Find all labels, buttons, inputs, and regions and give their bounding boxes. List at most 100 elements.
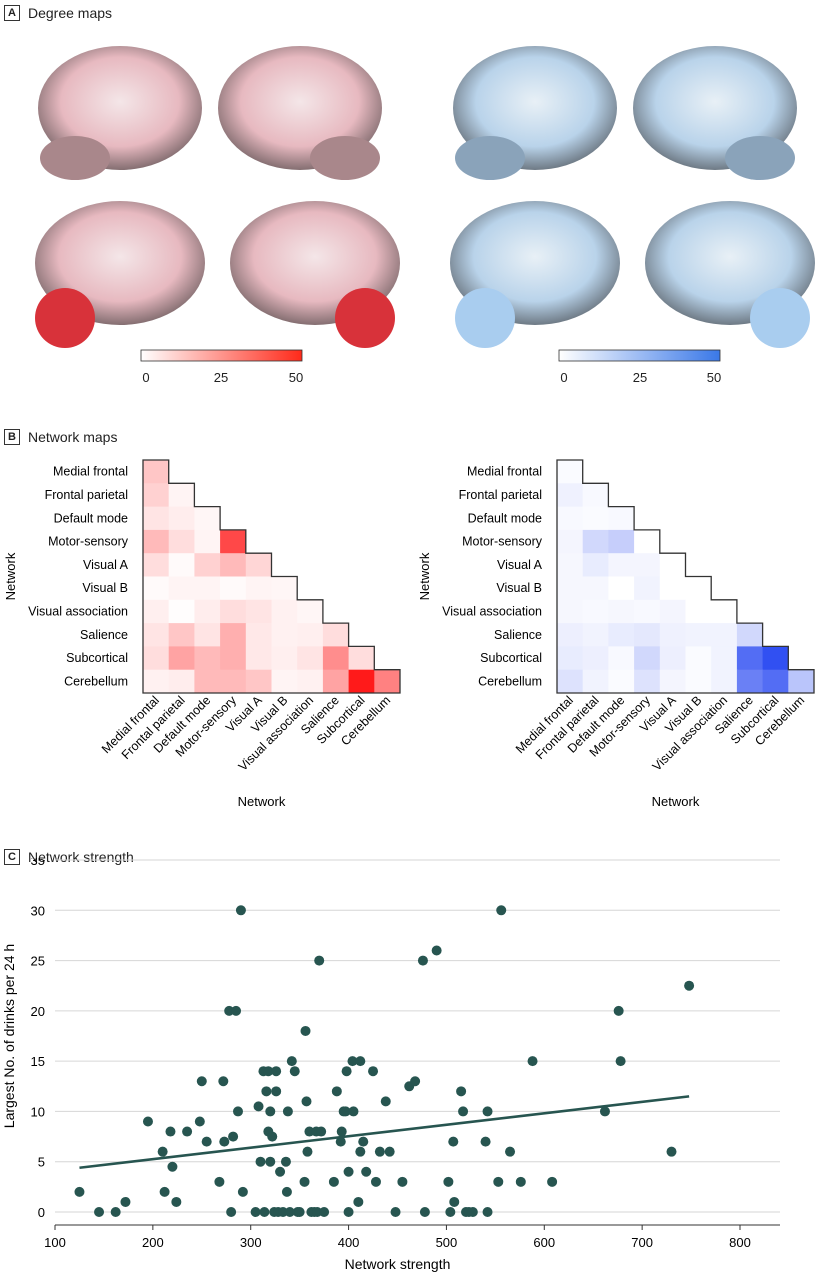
data-point xyxy=(431,945,442,956)
heatmap-outline xyxy=(556,459,815,694)
heatmap-cell xyxy=(245,623,272,647)
heatmap-cell xyxy=(582,506,609,531)
panel-a-label: A Degree maps xyxy=(4,5,112,21)
heatmap-cell xyxy=(143,669,170,694)
data-point xyxy=(336,1126,347,1137)
data-point xyxy=(300,1025,311,1036)
heatmap-cell xyxy=(168,553,195,577)
heatmap-cell xyxy=(685,646,712,671)
y-tick-label: 5 xyxy=(38,1155,45,1170)
data-point xyxy=(613,1005,624,1016)
data-point xyxy=(263,1066,274,1077)
brain-blue-medial-right xyxy=(645,201,815,348)
data-point xyxy=(275,1166,286,1177)
data-point xyxy=(74,1186,85,1197)
data-point xyxy=(267,1131,278,1142)
data-point xyxy=(231,1005,242,1016)
heatmap-cell xyxy=(245,669,272,694)
data-point xyxy=(302,1146,313,1157)
data-point xyxy=(120,1196,131,1207)
x-axis-label: Network xyxy=(652,794,700,809)
heatmap-outline xyxy=(142,459,401,694)
brain-blue-lateral-right xyxy=(633,46,797,180)
row-label: Subcortical xyxy=(480,651,542,665)
row-label: Medial frontal xyxy=(467,465,542,479)
heatmap-cell xyxy=(659,646,686,671)
data-point xyxy=(281,1186,292,1197)
heatmap-cell xyxy=(634,669,661,694)
data-point xyxy=(458,1106,469,1117)
data-point xyxy=(159,1186,170,1197)
x-tick-label: 800 xyxy=(729,1235,751,1250)
heatmap-cell xyxy=(582,599,609,624)
data-point xyxy=(615,1056,626,1067)
data-point xyxy=(294,1207,305,1217)
heatmap-cell xyxy=(194,529,221,554)
heatmap-cell xyxy=(220,529,247,554)
data-point xyxy=(355,1146,366,1157)
row-label: Frontal parietal xyxy=(459,488,542,502)
heatmap-cell xyxy=(220,669,247,694)
heatmap-cell xyxy=(557,599,584,624)
heatmap-cell xyxy=(271,623,298,647)
heatmap-cell xyxy=(271,599,298,624)
colorbar-tick: 50 xyxy=(707,370,721,385)
y-tick-label: 0 xyxy=(38,1205,45,1220)
data-point xyxy=(368,1066,379,1077)
heatmap-cell xyxy=(271,669,298,694)
data-point xyxy=(448,1136,459,1147)
data-point xyxy=(165,1126,176,1137)
heatmap-cell xyxy=(659,599,686,624)
data-point xyxy=(196,1076,207,1087)
heatmap-cell xyxy=(711,646,738,671)
heatmap-cell xyxy=(220,576,247,601)
heatmap-cell xyxy=(685,623,712,647)
heatmap-cell xyxy=(557,623,584,647)
row-label: Visual B xyxy=(82,581,128,595)
heatmap-cell xyxy=(608,553,635,577)
data-point xyxy=(271,1066,282,1077)
heatmap-cell xyxy=(634,576,661,601)
data-point xyxy=(235,905,246,916)
data-point xyxy=(374,1146,385,1157)
data-point xyxy=(255,1156,266,1167)
heatmap-cell xyxy=(143,623,170,647)
heatmap-cell xyxy=(297,669,324,694)
data-point xyxy=(182,1126,193,1137)
heatmap-cell xyxy=(168,646,195,671)
row-label: Cerebellum xyxy=(64,674,128,688)
trend-line xyxy=(79,1095,690,1169)
heatmap-cell xyxy=(582,669,609,694)
heatmap-cell xyxy=(168,529,195,554)
heatmap-cell xyxy=(143,460,170,484)
heatmap-cell xyxy=(194,623,221,647)
data-point xyxy=(666,1146,677,1157)
heatmap-cell xyxy=(194,646,221,671)
row-label: Visual association xyxy=(28,604,128,618)
heatmap-cell xyxy=(711,623,738,647)
heatmap-cell xyxy=(582,529,609,554)
data-point xyxy=(341,1066,352,1077)
data-point xyxy=(347,1056,358,1067)
data-point xyxy=(278,1207,289,1217)
data-point xyxy=(467,1207,478,1217)
y-axis-label: Largest No. of drinks per 24 h xyxy=(1,944,17,1128)
row-label: Default mode xyxy=(54,511,128,525)
heatmap-cell xyxy=(143,529,170,554)
heatmap-cell xyxy=(168,599,195,624)
data-point xyxy=(684,980,695,991)
brain-red-lateral-left xyxy=(38,46,202,180)
heatmap-cell xyxy=(143,576,170,601)
data-point xyxy=(142,1116,153,1127)
data-point xyxy=(358,1136,369,1147)
data-point xyxy=(304,1126,315,1137)
heatmap-cell xyxy=(762,669,789,694)
data-point xyxy=(253,1101,264,1112)
data-point xyxy=(340,1106,351,1117)
data-point xyxy=(289,1066,300,1077)
panel-title: Degree maps xyxy=(28,5,113,21)
data-point xyxy=(194,1116,205,1127)
heatmap-cell xyxy=(168,506,195,531)
